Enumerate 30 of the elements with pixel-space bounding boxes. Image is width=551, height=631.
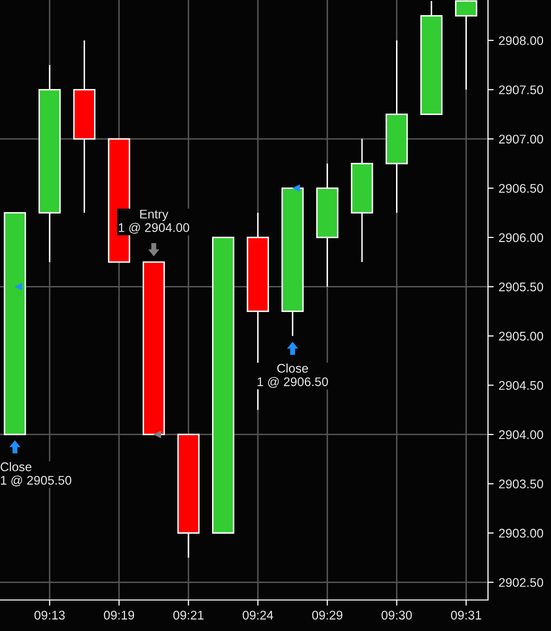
annotation: Entry 1 @ 2904.00 (118, 210, 190, 234)
point (292, 184, 300, 192)
y-tick-label: 2903.00 (499, 528, 544, 538)
y-tick-label: 2907.50 (499, 85, 544, 94)
x-tick-label: 09:24 (242, 610, 274, 620)
y-tick-label: 2905.50 (499, 282, 544, 292)
annotation: Close 1 @ 2905.50 (0, 462, 72, 486)
y-tick-label: 2906.00 (499, 233, 544, 242)
x-tick-label: 09:29 (312, 610, 342, 620)
x-tick-label: 09:19 (104, 610, 134, 620)
y-tick-label: 2904.50 (499, 381, 544, 390)
x-tick-label: 09:13 (34, 610, 65, 620)
candlestick (38, 64, 61, 263)
y-tick-label: 2908.00 (499, 36, 544, 46)
y-tick-label: 2903.50 (499, 480, 544, 488)
point (153, 430, 162, 438)
candlestick (386, 40, 408, 214)
y-tick-label: 2907.00 (499, 134, 544, 144)
x-tick-label: 09:31 (450, 610, 482, 620)
candlestick (350, 138, 374, 263)
annotation: Close 1 @ 2906.50 (258, 364, 328, 388)
candlestick (316, 162, 338, 288)
y-tick-label: 2902.50 (499, 578, 544, 587)
x-tick-label: 09:30 (382, 610, 412, 620)
y-tick-label: 2905.00 (499, 332, 544, 341)
candlestick (73, 40, 96, 214)
point (14, 282, 22, 291)
x-tick-label: 09:21 (173, 610, 204, 620)
y-tick-label: 2904.00 (499, 430, 544, 440)
y-tick-label: 2906.50 (499, 184, 544, 193)
